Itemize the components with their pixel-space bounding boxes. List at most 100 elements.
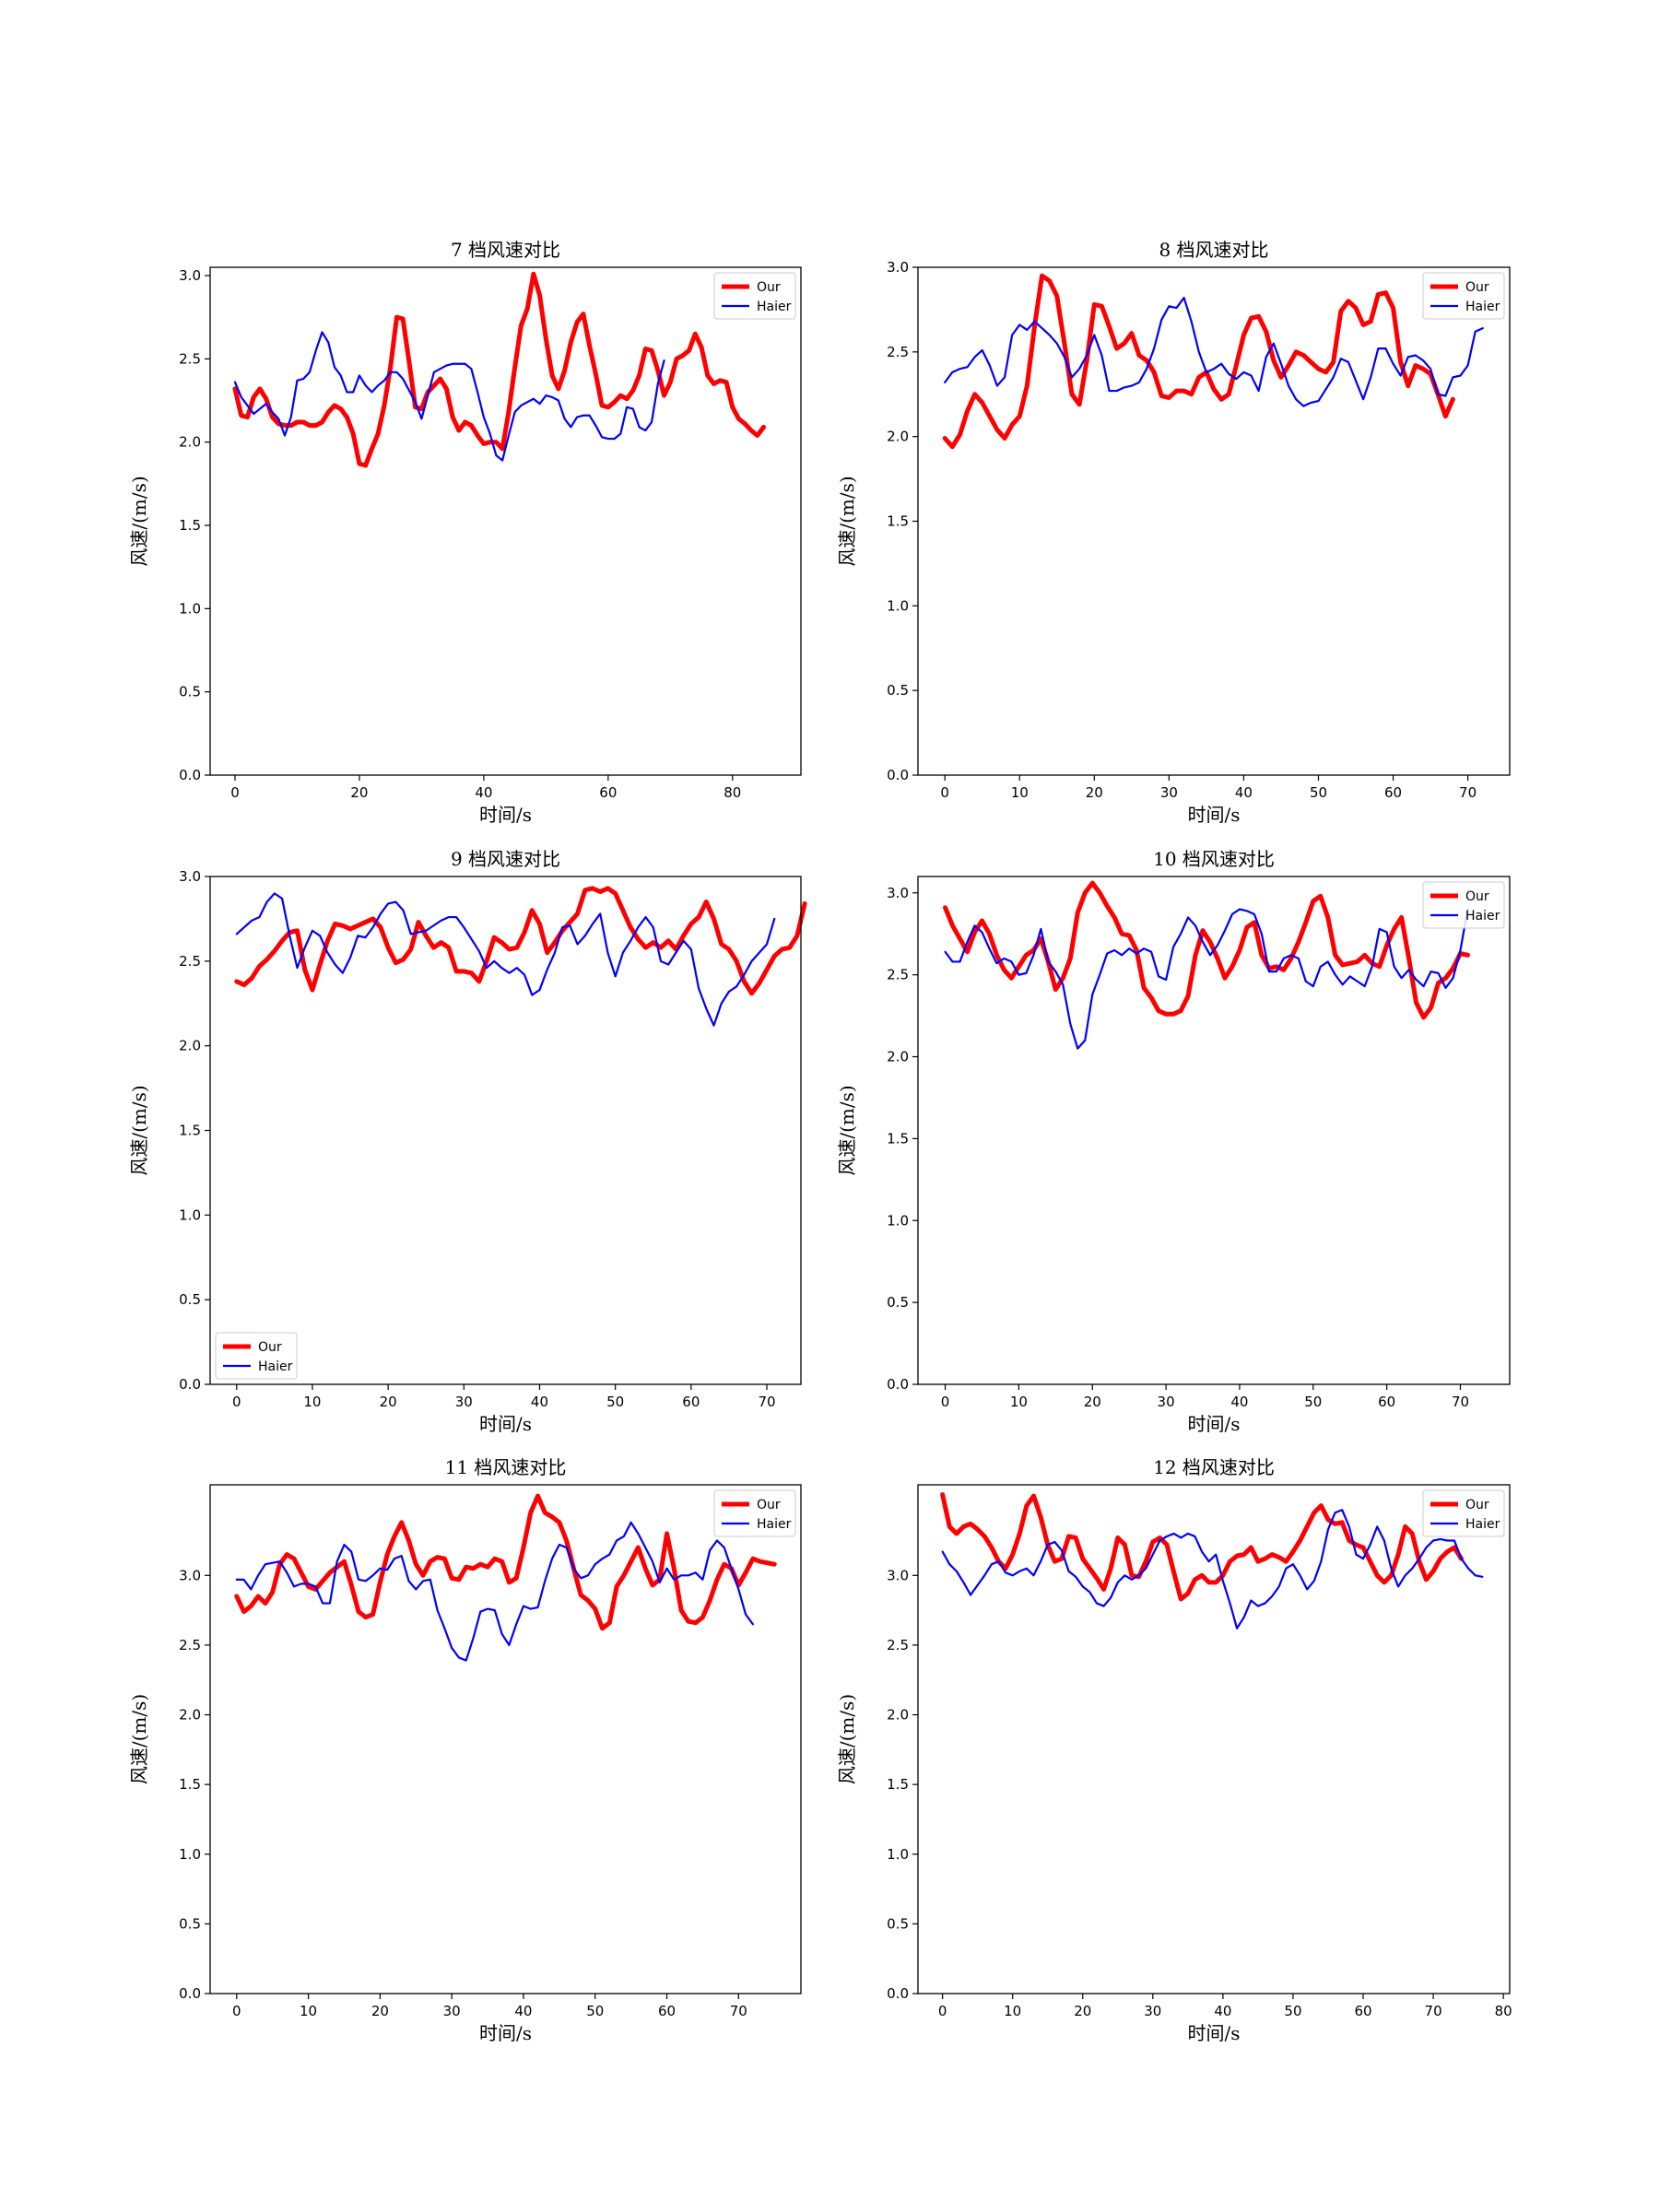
x-tick-label: 40: [475, 784, 492, 801]
series-line-our: [940, 1492, 1465, 1602]
x-tick-label: 40: [514, 2003, 532, 2019]
y-tick-label: 1.0: [179, 1206, 201, 1223]
x-tick-label: 20: [371, 2003, 389, 2019]
x-tick-label: 20: [1074, 2003, 1091, 2019]
x-tick-label: 70: [758, 1394, 775, 1410]
y-tick-label: 1.0: [179, 1846, 201, 1863]
x-tick-label: 20: [380, 1394, 397, 1410]
x-tick-label: 0: [232, 1394, 241, 1410]
y-tick-label: 0.5: [179, 1291, 201, 1308]
x-tick-label: 50: [1304, 1394, 1322, 1410]
series-line-haier: [944, 296, 1484, 407]
x-axis-label: 时间/s: [479, 1413, 532, 1435]
x-tick-label: 80: [724, 784, 741, 801]
x-tick-label: 60: [682, 1394, 700, 1410]
legend-label-our: Our: [1465, 280, 1489, 295]
x-tick-label: 40: [1230, 1394, 1248, 1410]
series-line-our: [234, 1493, 777, 1631]
y-tick-label: 1.0: [179, 600, 201, 617]
x-tick-label: 30: [1158, 1394, 1175, 1410]
y-tick-label: 2.0: [179, 1038, 201, 1054]
series-line-haier: [235, 1521, 754, 1662]
y-tick-label: 1.0: [887, 597, 909, 614]
x-tick-label: 30: [1160, 784, 1178, 801]
y-tick-label: 0.0: [887, 1985, 909, 2002]
x-tick-label: 60: [1384, 784, 1402, 801]
x-tick-label: 60: [1378, 1394, 1395, 1410]
legend-label-haier: Haier: [1465, 1517, 1500, 1532]
x-tick-label: 10: [1004, 2003, 1021, 2019]
chart-panel: 7 档风速对比 0 20 40 60 80 0.0 0.5 1.0 1.5 2.0 2.5 3.0 时间/…: [128, 239, 802, 826]
y-tick-label: 1.0: [887, 1212, 909, 1229]
x-tick-label: 60: [599, 784, 617, 801]
series-line-our: [943, 880, 1470, 1020]
y-tick-label: 0.5: [887, 1915, 909, 1932]
chart-title: 12 档风速对比: [1153, 1456, 1275, 1478]
legend-label-our: Our: [1465, 889, 1489, 904]
x-tick-label: 70: [1452, 1394, 1469, 1410]
plot-frame: [209, 266, 802, 776]
y-tick-label: 2.5: [887, 344, 909, 360]
legend-label-haier: Haier: [258, 1359, 293, 1374]
x-axis-label: 时间/s: [1187, 804, 1240, 826]
y-tick-label: 0.0: [887, 1376, 909, 1393]
series-line-haier: [941, 1509, 1484, 1630]
x-axis-label: 时间/s: [479, 2022, 532, 2044]
series-line-our: [942, 273, 1455, 450]
x-tick-label: 10: [1011, 784, 1029, 801]
chart-title: 11 档风速对比: [445, 1456, 567, 1478]
y-tick-label: 2.5: [179, 1637, 201, 1653]
y-tick-label: 2.0: [179, 1707, 201, 1724]
series-line-haier: [233, 331, 665, 462]
x-tick-label: 0: [940, 784, 949, 801]
x-tick-label: 0: [941, 1394, 950, 1410]
x-tick-label: 50: [606, 1394, 624, 1410]
legend-label-our: Our: [757, 1498, 781, 1512]
y-tick-label: 2.5: [179, 350, 201, 367]
chart-title: 8 档风速对比: [1159, 239, 1268, 261]
series-line-haier: [944, 908, 1469, 1050]
y-tick-label: 3.0: [179, 1567, 201, 1583]
x-tick-label: 30: [443, 2003, 461, 2019]
y-tick-label: 2.0: [887, 1707, 909, 1724]
plot-frame: [917, 1484, 1511, 1994]
chart-title: 7 档风速对比: [451, 239, 560, 261]
chart-panel: 10 档风速对比 0 10 20 30 40 50 60 70 0.0 0.5 1.0 1.5 2.0 2.…: [836, 848, 1511, 1435]
chart-panel: 12 档风速对比 0 10 20 30 40 50 60 70 80 0.0 0.5 1.0 1.5 2.0…: [836, 1456, 1512, 2044]
x-tick-label: 0: [232, 2003, 241, 2019]
legend-label-haier: Haier: [757, 300, 792, 314]
y-tick-label: 1.5: [887, 1130, 909, 1147]
y-tick-label: 3.0: [179, 267, 201, 284]
y-tick-label: 0.0: [179, 1376, 201, 1393]
x-tick-label: 20: [350, 784, 368, 801]
y-tick-label: 2.0: [887, 1049, 909, 1065]
x-axis-label: 时间/s: [1187, 2022, 1240, 2044]
y-tick-label: 3.0: [887, 885, 909, 901]
x-axis-label: 时间/s: [479, 804, 532, 826]
x-tick-label: 0: [938, 2003, 947, 2019]
chart-title: 10 档风速对比: [1153, 848, 1275, 870]
x-tick-label: 80: [1495, 2003, 1512, 2019]
x-tick-label: 50: [1284, 2003, 1301, 2019]
y-tick-label: 1.5: [887, 513, 909, 530]
chart-title: 9 档风速对比: [451, 848, 560, 870]
y-tick-label: 3.0: [179, 868, 201, 885]
y-axis-label: 风速/(m/s): [128, 1085, 150, 1175]
plot-frame: [209, 876, 802, 1385]
x-tick-label: 40: [531, 1394, 548, 1410]
y-tick-label: 1.5: [179, 517, 201, 534]
plot-frame: [209, 1484, 802, 1994]
legend-label-our: Our: [1465, 1498, 1489, 1512]
y-tick-label: 3.0: [887, 259, 909, 276]
x-tick-label: 10: [303, 1394, 321, 1410]
y-axis-label: 风速/(m/s): [836, 1085, 858, 1175]
series-line-haier: [235, 892, 776, 1027]
legend: Our Haier: [713, 1489, 796, 1537]
x-tick-label: 70: [1459, 784, 1477, 801]
x-tick-label: 70: [1425, 2003, 1442, 2019]
y-tick-label: 1.5: [179, 1123, 201, 1139]
legend: Our Haier: [1422, 881, 1505, 929]
plot-frame: [917, 876, 1511, 1385]
y-axis-label: 风速/(m/s): [836, 1694, 858, 1784]
chart-panel: 11 档风速对比 0 10 20 30 40 50 60 70 0.0 0.5 1.0 1.5 2.0 2.…: [128, 1456, 802, 2044]
